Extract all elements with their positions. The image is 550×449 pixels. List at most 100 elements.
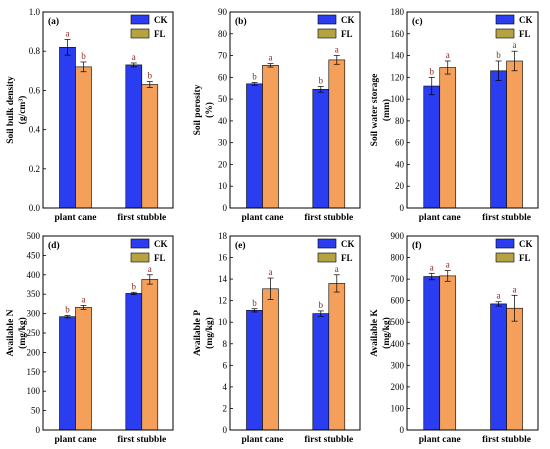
panel-tag-c: (c) xyxy=(412,16,423,27)
y-tick-label-a-0: 0.0 xyxy=(29,203,41,213)
y-tick-label-c-8: 160 xyxy=(391,29,405,39)
y-tick-label-e-0: 0 xyxy=(223,425,228,435)
y-tick-label-f-0: 0 xyxy=(400,425,405,435)
legend-swatch-c-FL xyxy=(495,28,515,39)
y-tick-label-d-5: 250 xyxy=(27,328,41,338)
y-tick-label-b-6: 60 xyxy=(218,72,228,82)
legend-swatch-f-FL xyxy=(495,252,515,263)
y-tick-label-b-9: 90 xyxy=(218,7,228,17)
legend-swatch-e-FL xyxy=(317,252,337,263)
bar-f-CK-1 xyxy=(490,303,507,431)
bar-a-FL-0 xyxy=(75,66,92,209)
y-tick-label-d-7: 350 xyxy=(27,289,41,299)
y-tick-label-b-1: 10 xyxy=(218,181,228,191)
y-tick-label-b-8: 80 xyxy=(218,29,228,39)
significance-label-c-CK-0: b xyxy=(430,66,435,76)
y-tick-label-b-7: 70 xyxy=(218,51,228,61)
y-axis-title-b: Soil porosity (%) xyxy=(193,84,215,135)
y-tick-label-d-10: 500 xyxy=(27,231,41,241)
y-tick-label-a-5: 1.0 xyxy=(29,7,41,17)
significance-label-e-CK-1: b xyxy=(319,300,324,310)
y-tick-label-f-5: 500 xyxy=(391,317,405,327)
y-tick-label-c-2: 40 xyxy=(395,159,405,169)
y-tick-label-b-0: 0 xyxy=(223,203,228,213)
legend-swatch-a-FL xyxy=(130,28,150,39)
bar-d-FL-1 xyxy=(141,279,159,431)
x-tick-label-f-1: first stubble xyxy=(482,435,531,445)
chart-panel-f: a a plant cane a a first stubble 0 100 200 300 400… xyxy=(370,231,539,445)
y-tick-label-d-8: 400 xyxy=(27,270,41,280)
significance-label-d-FL-1: a xyxy=(148,264,152,274)
bar-c-CK-1 xyxy=(490,70,507,209)
significance-label-c-FL-1: a xyxy=(513,40,517,50)
bar-a-CK-1 xyxy=(125,64,143,209)
bar-a-CK-0 xyxy=(59,46,76,209)
legend-label-f-CK: CK xyxy=(519,239,533,249)
x-tick-label-f-0: plant cane xyxy=(419,435,461,445)
y-tick-label-f-7: 700 xyxy=(391,274,405,284)
bar-e-FL-0 xyxy=(262,288,279,431)
panel-tag-e: (e) xyxy=(235,240,246,251)
y-axis-title-e: Available P (mg/kg) xyxy=(193,310,215,356)
significance-label-c-FL-0: a xyxy=(446,50,450,60)
y-axis-title-line-e-1: (mg/kg) xyxy=(204,317,215,349)
legend-swatch-c-CK xyxy=(495,14,515,25)
bar-c-CK-0 xyxy=(423,85,441,209)
legend-swatch-d-FL xyxy=(130,252,150,263)
chart-panel-e: b a plant cane b a first stubble 0 2 4 6 8 10 12 14 16… xyxy=(193,231,361,445)
y-tick-label-f-3: 300 xyxy=(391,360,405,370)
y-tick-label-f-9: 900 xyxy=(391,231,405,241)
x-tick-label-a-0: plant cane xyxy=(55,213,97,223)
y-tick-label-f-8: 800 xyxy=(391,253,405,263)
y-tick-label-e-4: 8 xyxy=(223,339,228,349)
bar-d-CK-1 xyxy=(125,293,143,431)
y-axis-title-line-c-1: (mm) xyxy=(381,99,392,121)
bar-b-FL-0 xyxy=(262,65,279,209)
y-tick-label-e-1: 2 xyxy=(223,403,228,413)
bar-a-FL-1 xyxy=(141,84,159,209)
bar-d-CK-0 xyxy=(59,316,76,431)
legend-label-e-CK: CK xyxy=(341,239,355,249)
y-tick-label-b-2: 20 xyxy=(218,159,228,169)
x-tick-label-c-1: first stubble xyxy=(482,213,531,223)
y-tick-label-e-3: 6 xyxy=(223,360,228,370)
bar-f-FL-0 xyxy=(439,275,457,431)
y-tick-label-c-5: 100 xyxy=(391,94,405,104)
panel-tag-a: (a) xyxy=(48,16,59,27)
significance-label-f-FL-0: a xyxy=(446,259,450,269)
panel-tag-d: (d) xyxy=(48,240,60,251)
legend-swatch-f-CK xyxy=(495,238,515,249)
x-tick-label-b-0: plant cane xyxy=(242,213,284,223)
significance-label-b-FL-0: a xyxy=(269,53,273,63)
x-tick-label-a-1: first stubble xyxy=(117,213,166,223)
y-axis-title-c: Soil water storage (mm) xyxy=(370,74,392,147)
legend-swatch-a-CK xyxy=(130,14,150,25)
legend-label-a-CK: CK xyxy=(154,15,168,25)
significance-label-b-CK-1: b xyxy=(319,75,324,85)
y-tick-label-f-1: 100 xyxy=(391,403,405,413)
y-axis-title-a: Soil bulk density (g/cm³) xyxy=(6,76,28,144)
y-tick-label-e-6: 12 xyxy=(218,296,227,306)
legend-label-d-FL: FL xyxy=(154,253,166,263)
bar-c-FL-1 xyxy=(506,60,523,209)
y-axis-title-line-e-0: Available P xyxy=(193,310,203,356)
legend-label-a-FL: FL xyxy=(154,29,166,39)
significance-label-e-FL-1: a xyxy=(335,264,339,274)
y-tick-label-e-8: 16 xyxy=(218,253,228,263)
y-tick-label-f-4: 400 xyxy=(391,339,405,349)
significance-label-b-FL-1: a xyxy=(335,45,339,55)
y-axis-title-d: Available N (mg/kg) xyxy=(6,309,28,356)
legend-label-c-FL: FL xyxy=(519,29,531,39)
y-axis-title-line-f-1: (mg/kg) xyxy=(381,317,392,349)
bar-f-CK-0 xyxy=(423,276,441,431)
y-axis-title-line-b-1: (%) xyxy=(204,102,215,118)
legend-swatch-e-CK xyxy=(317,238,337,249)
plot-frame-f xyxy=(406,235,539,431)
y-tick-label-b-4: 40 xyxy=(218,116,228,126)
bar-b-CK-1 xyxy=(312,89,330,209)
plot-frame-a xyxy=(42,11,174,209)
y-axis-title-line-d-1: (mg/kg) xyxy=(17,317,28,349)
significance-label-f-CK-1: a xyxy=(497,291,501,301)
bar-f-FL-1 xyxy=(506,307,523,431)
